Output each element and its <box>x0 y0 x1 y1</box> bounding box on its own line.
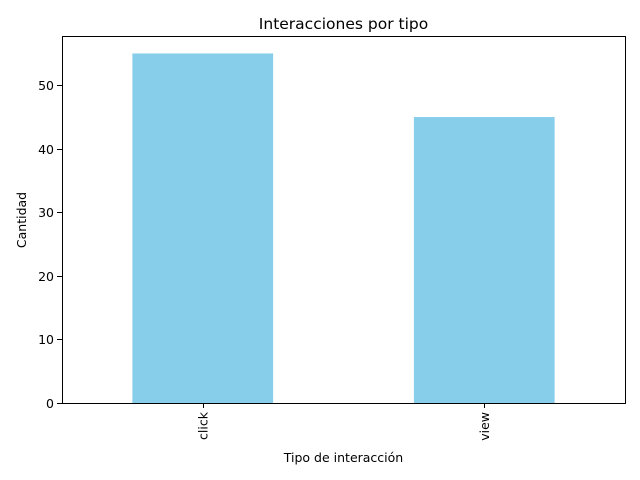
bars-group <box>132 53 555 403</box>
y-tick-label-40: 40 <box>38 142 54 157</box>
y-tick-label-0: 0 <box>46 396 54 411</box>
y-axis-ticks: 0 10 20 30 40 50 <box>38 78 62 411</box>
y-tick-label-10: 10 <box>38 332 54 347</box>
plot-area-frame <box>62 36 626 404</box>
x-axis-label: Tipo de interacción <box>283 450 403 465</box>
y-tick-label-50: 50 <box>38 78 54 93</box>
chart-title: Interacciones por tipo <box>259 15 428 33</box>
x-tick-label-click: click <box>195 411 210 440</box>
y-axis-label: Cantidad <box>14 192 29 248</box>
y-tick-label-20: 20 <box>38 269 54 284</box>
y-tick-label-30: 30 <box>38 205 54 220</box>
bar-click <box>132 53 274 403</box>
x-axis-ticks: click view <box>195 403 492 441</box>
x-tick-label-view: view <box>477 412 492 441</box>
bar-view <box>413 117 555 403</box>
